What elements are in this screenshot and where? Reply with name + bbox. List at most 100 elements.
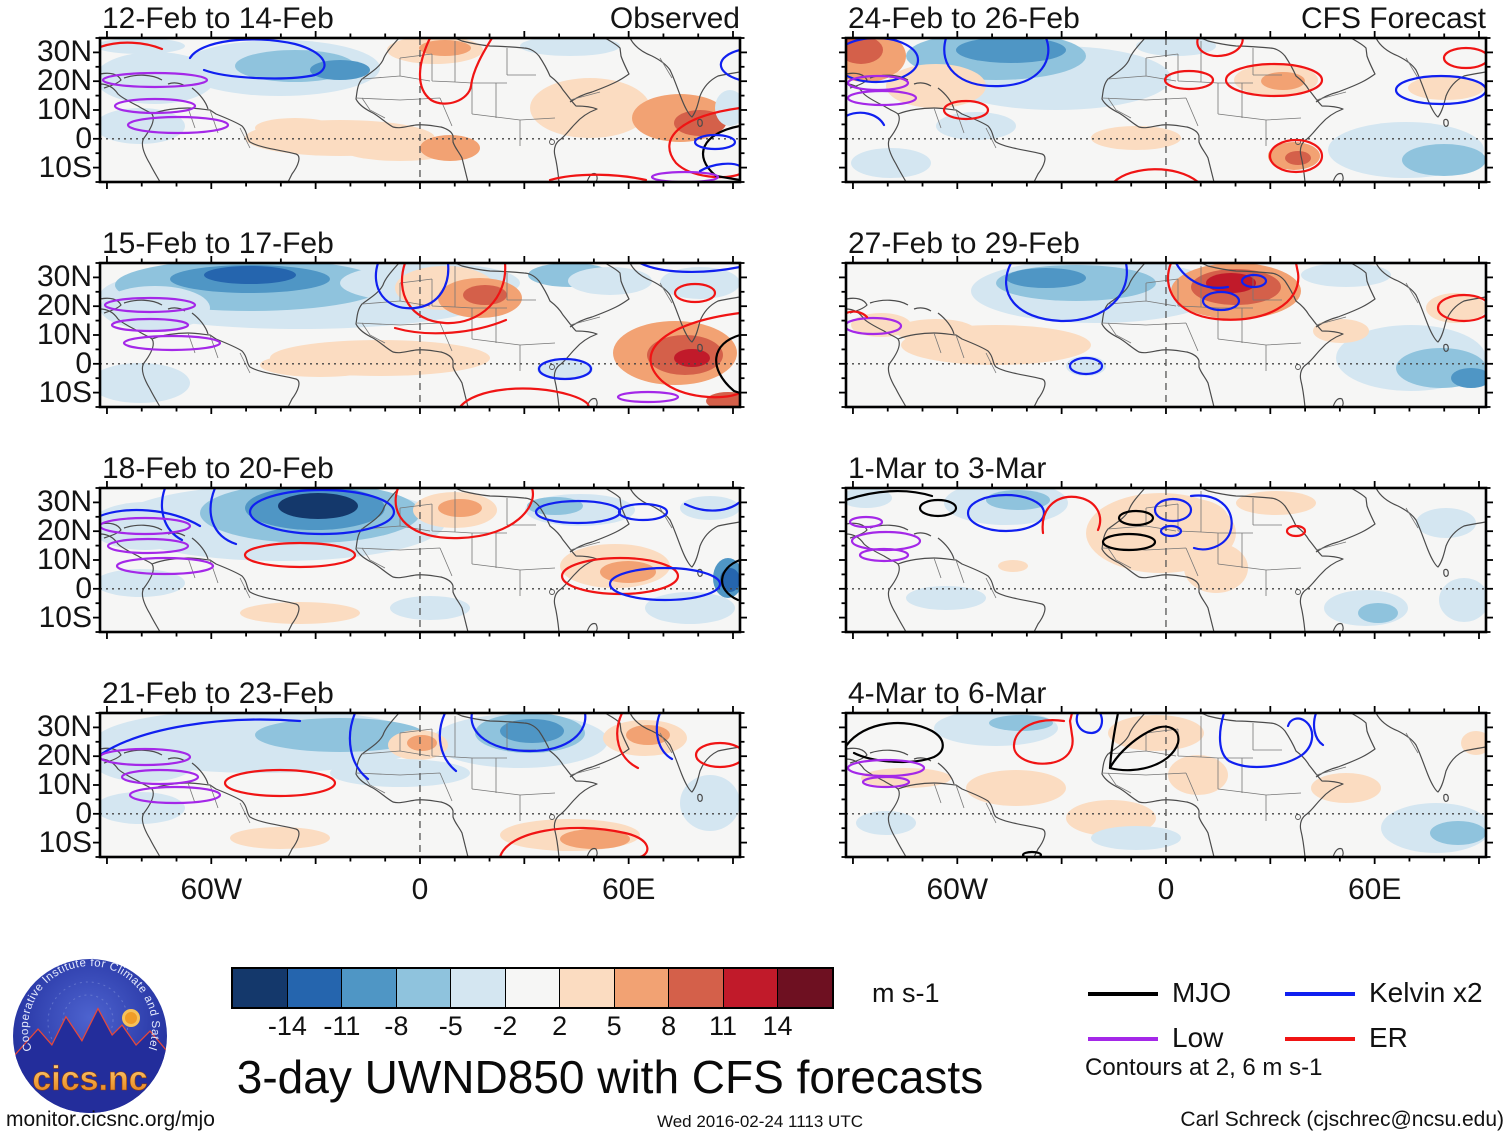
- y-axis-label: 10S: [38, 825, 92, 859]
- y-axis-label: 20N: [36, 64, 92, 98]
- map-content: [846, 488, 1486, 632]
- shading-layer: [100, 38, 740, 161]
- y-axis-label: 10N: [36, 318, 92, 351]
- basemap-layer: [100, 488, 740, 632]
- basemap-layer: [846, 488, 1486, 632]
- colorbar-cell: [233, 969, 288, 1007]
- axis-ticks: [93, 256, 747, 414]
- colorbar-cell: [778, 969, 833, 1007]
- colorbar-tick-label: -2: [493, 1011, 518, 1041]
- panel-corner-label: CFS Forecast: [1300, 2, 1486, 35]
- x-axis-label: 60W: [926, 873, 989, 906]
- legend-line: [1285, 992, 1355, 996]
- y-axis-label: 10N: [36, 768, 92, 801]
- logo-art: cics.nc: [13, 981, 167, 1113]
- shading-layer: [851, 263, 1486, 391]
- y-axis-label: 10N: [36, 93, 92, 126]
- y-axis-label: 10S: [38, 375, 92, 409]
- map-content: [846, 38, 1486, 182]
- colorbar-cell: [723, 969, 779, 1007]
- contour-layer: [103, 263, 740, 407]
- axis-ticks: [839, 706, 1493, 864]
- legend-label: Low: [1172, 1022, 1224, 1053]
- logo-wordmark: cics.nc: [32, 1060, 147, 1098]
- y-axis-label: 0: [75, 796, 92, 830]
- panel-title: 12-Feb to 14-Feb: [102, 2, 334, 35]
- colorbar-cell: [342, 969, 397, 1007]
- cicsnc-logo: cics.nc Cooperative Institute for Climat…: [10, 954, 167, 1113]
- panel-title: 15-Feb to 17-Feb: [102, 227, 334, 260]
- basemap-layer: [846, 713, 1486, 857]
- legend-label: ER: [1369, 1022, 1408, 1053]
- legend-line: [1088, 992, 1158, 996]
- y-axis-label: 30N: [36, 485, 92, 519]
- y-axis-label: 0: [75, 121, 92, 155]
- panel-title: 24-Feb to 26-Feb: [848, 2, 1080, 35]
- colorbar-tick-label: 2: [552, 1011, 568, 1041]
- contour-layer: [846, 489, 1307, 563]
- colorbar-cell: [451, 969, 506, 1007]
- panel-title: 21-Feb to 23-Feb: [102, 677, 334, 710]
- shading-layer: [856, 713, 1486, 853]
- y-axis-label: 10S: [38, 150, 92, 184]
- axis-ticks: [93, 706, 747, 864]
- y-axis-label: 30N: [36, 710, 92, 744]
- legend-note: Contours at 2, 6 m s-1: [1085, 1054, 1323, 1081]
- colorbar-tick-label: 8: [661, 1011, 677, 1041]
- colorbar-cell: [669, 969, 724, 1007]
- map-content: [100, 713, 740, 857]
- y-axis-label: 20N: [36, 514, 92, 548]
- map-svg: [93, 706, 747, 864]
- map-svg: [93, 481, 747, 639]
- colorbar-unit-label: m s-1: [872, 978, 940, 1008]
- panel-title: 4-Mar to 6-Mar: [848, 677, 1047, 710]
- y-axis-label: 10N: [36, 543, 92, 576]
- panel-title: 1-Mar to 3-Mar: [848, 452, 1047, 485]
- colorbar-tick-label: -5: [438, 1011, 463, 1041]
- map-content: [846, 263, 1486, 407]
- axis-ticks: [839, 256, 1493, 414]
- contour-layer: [100, 488, 740, 602]
- x-axis-label: 60W: [180, 873, 243, 906]
- map-svg: [93, 256, 747, 414]
- colorbar-tick-label: -11: [323, 1011, 361, 1041]
- y-axis-label: 30N: [36, 260, 92, 294]
- shading-layer: [100, 713, 740, 851]
- panel-corner-label: Observed: [609, 2, 740, 35]
- map-svg: [93, 31, 747, 189]
- legend-line: [1285, 1037, 1355, 1041]
- panel-title: 18-Feb to 20-Feb: [102, 452, 334, 485]
- basemap-layer: [100, 263, 740, 407]
- colorbar-cell: [560, 969, 615, 1007]
- y-axis-label: 0: [75, 571, 92, 605]
- colorbar-cell: [287, 969, 343, 1007]
- legend-label: Kelvin x2: [1369, 977, 1483, 1008]
- x-axis-label: 0: [1157, 873, 1175, 906]
- colorbar-tick-label: -8: [384, 1011, 409, 1041]
- map-svg: [839, 706, 1493, 864]
- x-axis-label: 60E: [1347, 873, 1402, 906]
- axis-ticks: [839, 481, 1493, 639]
- colorbar-tick-label: -14: [267, 1011, 307, 1041]
- colorbar-cell: [614, 969, 670, 1007]
- mountains: [13, 1010, 167, 1113]
- y-axis-label: 30N: [36, 35, 92, 69]
- panel-title: 27-Feb to 29-Feb: [848, 227, 1080, 260]
- contour-layer: [100, 38, 740, 182]
- main-title: 3-day UWND850 with CFS forecasts: [236, 1051, 984, 1103]
- map-content: [100, 38, 740, 182]
- map-svg: [839, 256, 1493, 414]
- contour-layer: [846, 263, 1486, 376]
- y-axis-label: 0: [75, 346, 92, 380]
- legend-line: [1088, 1037, 1158, 1041]
- contour-layer: [100, 713, 740, 857]
- axis-ticks: [93, 481, 747, 639]
- colorbar-cell: [505, 969, 561, 1007]
- contour-layer: [846, 38, 1486, 182]
- map-content: [100, 263, 740, 407]
- y-axis-label: 20N: [36, 739, 92, 773]
- x-axis-label: 60E: [601, 873, 656, 906]
- x-axis-label: 0: [411, 873, 429, 906]
- map-content: [846, 713, 1486, 857]
